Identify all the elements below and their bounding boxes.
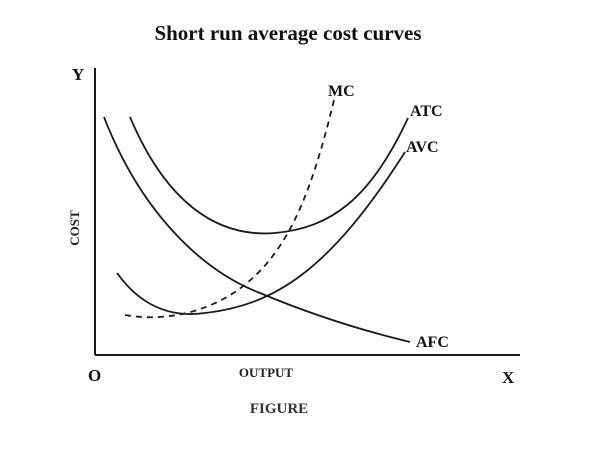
y-axis-letter: Y [72, 65, 84, 84]
mc-curve [124, 99, 335, 319]
afc-label: AFC [416, 334, 449, 351]
avc-label: AVC [406, 139, 439, 156]
atc-label: ATC [410, 103, 443, 120]
avc-curve [116, 151, 406, 315]
x-axis-label: OUTPUT [239, 365, 294, 380]
x-axis-letter: X [502, 368, 515, 387]
figure-caption: FIGURE [250, 401, 308, 417]
diagram-title: Short run average cost curves [154, 21, 421, 45]
mc-label: MC [328, 83, 355, 100]
afc-curve [103, 116, 411, 343]
origin-label: O [88, 366, 101, 385]
atc-curve [129, 116, 409, 235]
y-axis-label: COST [67, 210, 82, 246]
